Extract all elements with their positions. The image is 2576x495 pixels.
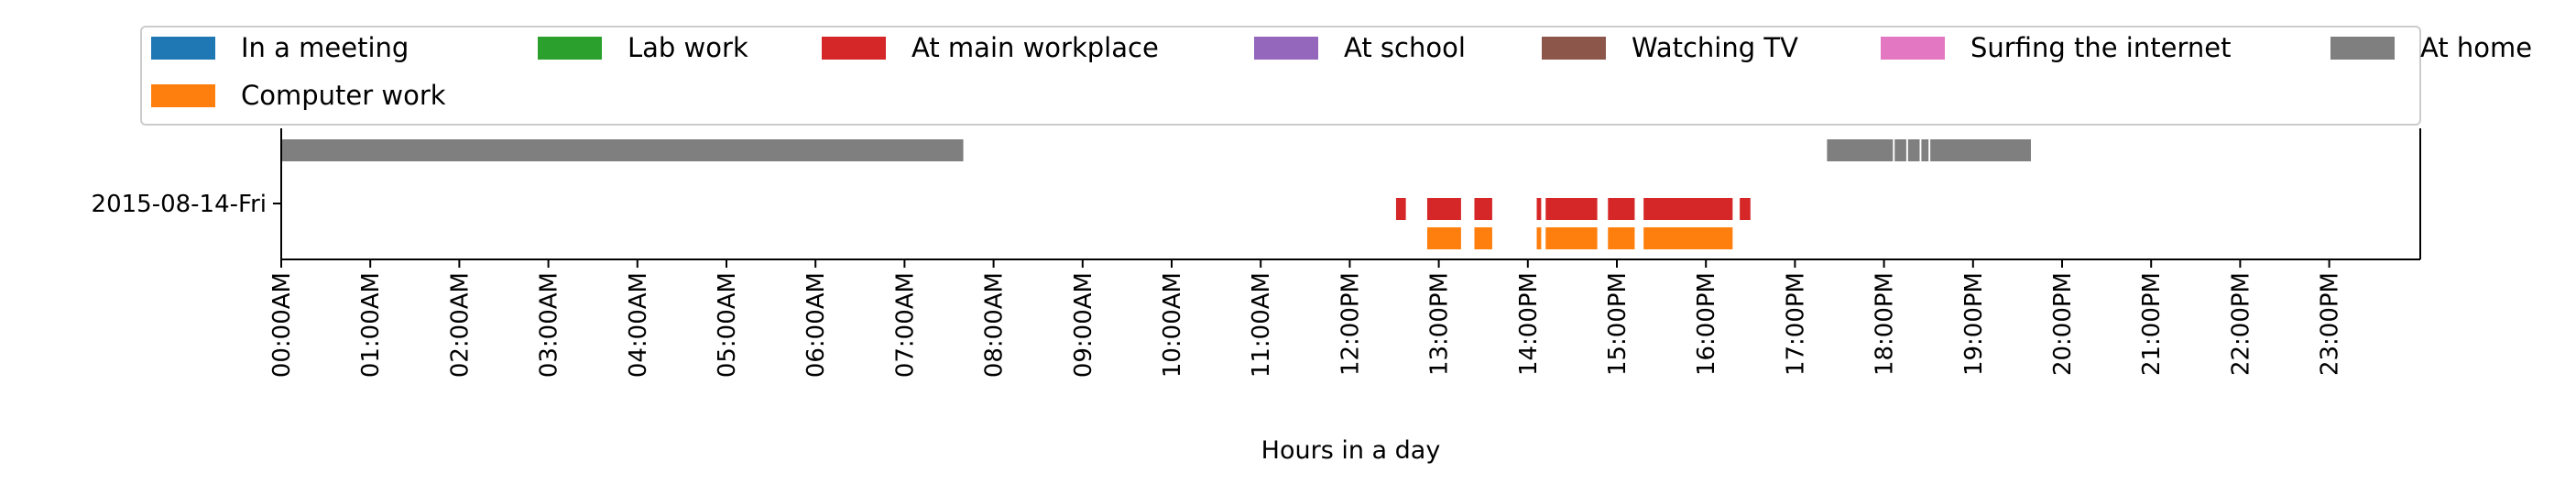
x-tick-label: 20:00PM (2049, 272, 2077, 376)
bar (1930, 139, 2031, 161)
legend-item: At school (1254, 32, 1466, 63)
bar (1545, 198, 1598, 220)
x-tick-label: 01:00AM (357, 272, 385, 378)
legend-label: Lab work (628, 32, 748, 63)
legend-label: Watching TV (1632, 32, 1798, 63)
bar (1643, 198, 1733, 220)
row-label: 2015-08-14-Fri (92, 191, 267, 218)
legend-swatch (538, 37, 602, 60)
x-tick-label: 00:00AM (268, 272, 296, 378)
series-computer-work (1426, 227, 1733, 249)
bar (281, 139, 964, 161)
x-tick-label: 19:00PM (1960, 272, 1988, 376)
x-tick-label: 11:00AM (1248, 272, 1275, 378)
x-tick-label: 21:00PM (2138, 272, 2166, 376)
axes: 00:00AM 01:00AM 02:00AM 03:00AM 04:00AM 05:00… (268, 128, 2421, 378)
legend-item: Watching TV (1542, 32, 1798, 63)
bar (1474, 198, 1492, 220)
bar (1536, 227, 1542, 249)
legend-label: At main workplace (911, 32, 1159, 63)
legend-swatch (1542, 37, 1606, 60)
bar (1643, 227, 1733, 249)
x-tick-label: 09:00AM (1070, 272, 1097, 378)
x-tick-label: 10:00AM (1159, 272, 1186, 378)
legend-box (140, 26, 2421, 126)
x-tick-label: 08:00AM (981, 272, 1009, 378)
x-tick-label: 17:00PM (1782, 272, 1809, 376)
legend-swatch (151, 84, 215, 107)
x-tick-label: 14:00PM (1515, 272, 1543, 376)
legend-item: Lab work (538, 32, 748, 63)
legend-item: Computer work (151, 80, 446, 111)
bar (1608, 227, 1635, 249)
bar (1426, 198, 1461, 220)
legend-label: Surfing the internet (1970, 32, 2231, 63)
legend-item: At home (2330, 32, 2532, 63)
bar (1921, 139, 1929, 161)
x-tick-label: 22:00PM (2227, 272, 2254, 376)
series-at-home (281, 139, 2031, 161)
x-tick-label: 15:00PM (1604, 272, 1632, 376)
x-tick-label: 07:00AM (891, 272, 919, 378)
bar (1426, 227, 1461, 249)
series-at-main-workplace (1395, 198, 1751, 220)
bar (1740, 198, 1751, 220)
legend-swatch (822, 37, 886, 60)
x-tick-label: 06:00AM (802, 272, 830, 378)
legend-item: At main workplace (822, 32, 1159, 63)
x-tick-label: 02:00AM (446, 272, 474, 378)
legend-label: In a meeting (241, 32, 409, 63)
x-tick-label: 16:00PM (1693, 272, 1720, 376)
bar (1536, 198, 1542, 220)
legend-label: Computer work (241, 80, 446, 111)
legend-label: At home (2420, 32, 2532, 63)
legend-swatch (1881, 37, 1945, 60)
legend: In a meeting Lab work At main workplace At … (140, 26, 2532, 126)
x-tick-label: 03:00AM (536, 272, 563, 378)
bar (1545, 227, 1598, 249)
legend-swatch (2330, 37, 2395, 60)
legend-item: Surfing the internet (1881, 32, 2231, 63)
bar (1608, 198, 1635, 220)
x-tick-label: 18:00PM (1872, 272, 1899, 376)
x-axis-title: Hours in a day (1261, 436, 1441, 465)
x-tick-label: 23:00PM (2317, 272, 2344, 376)
bar (1395, 198, 1406, 220)
legend-label: At school (1344, 32, 1466, 63)
x-tick-label: 05:00AM (714, 272, 741, 378)
bar (1894, 139, 1906, 161)
legend-item: In a meeting (151, 32, 409, 63)
legend-swatch (1254, 37, 1318, 60)
x-tick-label: 04:00AM (625, 272, 652, 378)
x-tick-label: 12:00PM (1337, 272, 1364, 376)
bar (1474, 227, 1492, 249)
legend-swatch (151, 37, 215, 60)
bar (1907, 139, 1920, 161)
plot-area (281, 139, 2031, 249)
x-tick-label: 13:00PM (1426, 272, 1454, 376)
bar (1827, 139, 1894, 161)
